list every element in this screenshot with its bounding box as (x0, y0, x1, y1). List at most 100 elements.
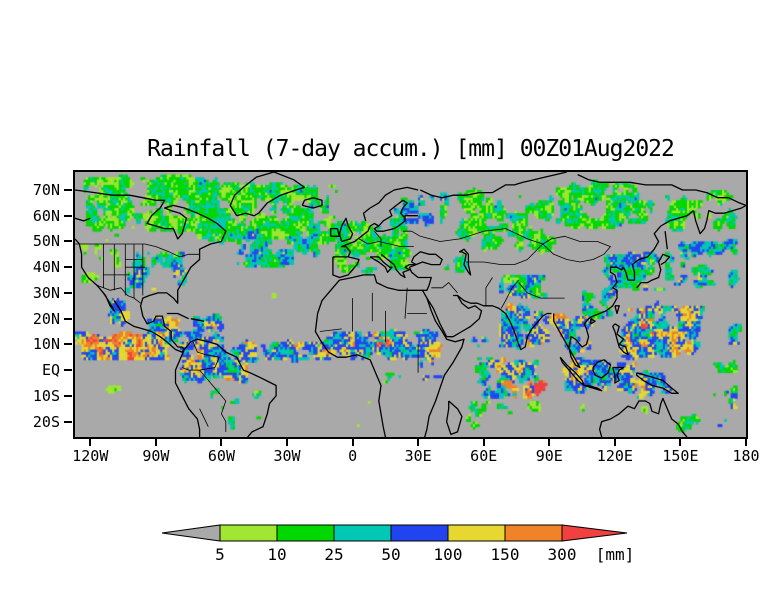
coastline (75, 189, 227, 350)
country-border (402, 230, 421, 237)
y-axis-tick-mark (64, 189, 72, 191)
y-axis-tick-label: 70N (32, 181, 60, 199)
colorbar-above-max-arrow (561, 524, 628, 542)
x-axis-tick-label: 180 (732, 447, 760, 465)
country-border (420, 228, 543, 245)
coastline (498, 307, 552, 351)
country-border (75, 243, 200, 258)
coastline (378, 199, 408, 227)
coastline (445, 400, 463, 436)
colorbar-tick-label: 300 (548, 545, 577, 564)
coastline (166, 312, 189, 320)
colorbar-tick-label: 10 (267, 545, 286, 564)
colorbar-tick-label: 100 (434, 545, 463, 564)
x-axis-tick-mark (351, 439, 354, 446)
colorbar-tick-label: 25 (324, 545, 343, 564)
x-axis-tick-label: 30E (404, 447, 432, 465)
coastline (330, 227, 341, 237)
x-axis-tick-mark (548, 439, 551, 446)
country-border (518, 282, 565, 299)
y-axis-tick-label: 10N (32, 335, 60, 354)
coastline (612, 366, 625, 384)
x-axis-tick-mark (613, 439, 616, 446)
country-border (466, 243, 543, 265)
coastline (584, 384, 603, 392)
coastline (113, 300, 185, 353)
coastline (314, 279, 387, 437)
country-border (199, 369, 227, 432)
coastline (664, 231, 668, 250)
country-border (199, 408, 209, 427)
country-border (96, 284, 141, 304)
colorbar-tick-label: 5 (215, 545, 225, 564)
coastline (229, 172, 306, 217)
coastline (598, 397, 688, 437)
colorbar-segment (504, 524, 563, 542)
y-axis-tick-mark (64, 240, 72, 243)
coastline (301, 197, 323, 209)
x-axis-tick-mark (154, 439, 157, 446)
coastline (183, 338, 277, 437)
coastline (410, 251, 443, 266)
x-axis-tick-mark (679, 439, 682, 446)
coastline (332, 256, 360, 279)
y-axis-tick-label: 30N (32, 283, 60, 302)
world-map (73, 170, 748, 439)
x-axis-tick-mark (745, 439, 747, 446)
country-border (404, 287, 408, 319)
coastline (420, 172, 567, 199)
coastline (174, 349, 201, 437)
coastline (559, 356, 585, 387)
coastline (426, 294, 483, 338)
coastline (341, 215, 419, 258)
x-axis-tick-label: 90W (142, 447, 170, 465)
coastline (553, 313, 594, 369)
coastline (457, 294, 500, 310)
y-axis-tick-mark (64, 369, 72, 372)
colorbar-tick-label: 50 (381, 545, 400, 564)
x-axis-tick-label: 30W (273, 447, 301, 465)
coastline (369, 256, 393, 273)
country-border (374, 230, 382, 247)
coastline (408, 263, 432, 291)
x-axis-tick-label: 120W (72, 447, 109, 465)
country-border (500, 279, 520, 309)
coastline (380, 253, 416, 279)
country-border (358, 238, 414, 247)
x-axis-tick-mark (417, 439, 420, 446)
x-axis-tick-mark (89, 439, 92, 446)
coastline (577, 174, 746, 207)
coastline (636, 372, 679, 394)
x-axis-tick-label: 0 (348, 447, 358, 465)
x-axis-tick-label: 120E (596, 447, 633, 465)
colorbar-below-min-arrow (161, 524, 221, 542)
y-axis-tick-mark (64, 291, 72, 294)
country-border (485, 277, 493, 306)
x-axis-tick-label: 150E (662, 447, 699, 465)
coastlines-overlay (75, 172, 746, 437)
coastline (339, 274, 465, 437)
y-axis-tick-label: 40N (32, 258, 60, 277)
x-axis-tick-mark (286, 439, 288, 446)
colorbar: 5 10 25 50 100 150 300 [mm] (161, 524, 634, 564)
coastline (590, 318, 596, 325)
y-axis-tick-label: 10S (32, 386, 60, 405)
x-axis-tick-mark (482, 439, 485, 446)
x-axis-tick-mark (220, 439, 223, 446)
y-axis-tick-mark (64, 317, 72, 320)
coastline (612, 323, 629, 356)
coastline (190, 318, 205, 322)
colorbar-segment (390, 524, 449, 542)
x-axis-tick-label: 60E (470, 447, 498, 465)
coastline (362, 186, 419, 222)
y-axis-tick-mark (64, 343, 72, 346)
coastline (338, 217, 354, 243)
y-axis-tick-mark (64, 420, 72, 423)
colorbar-segment (219, 524, 278, 542)
y-axis-tick-label: 20S (32, 412, 60, 431)
y-axis-tick-label: 20N (32, 309, 60, 328)
coastline (592, 359, 612, 379)
country-border (181, 341, 220, 371)
y-axis-tick-mark (64, 214, 72, 217)
